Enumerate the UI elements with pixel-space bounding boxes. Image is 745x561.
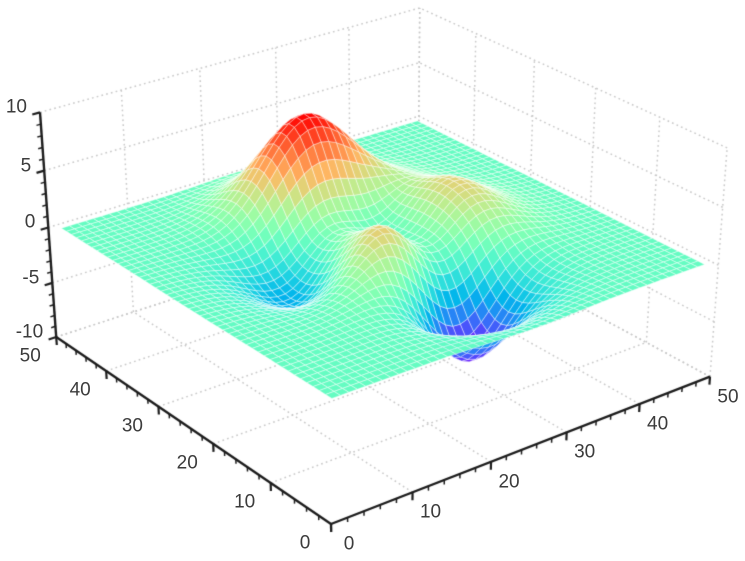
- peaks-surface-figure: 0 10 20 30 40 50 0 10 20 30 40 50 -10 -5 0 5 10: [0, 0, 745, 561]
- surface-plot-canvas: [0, 0, 745, 561]
